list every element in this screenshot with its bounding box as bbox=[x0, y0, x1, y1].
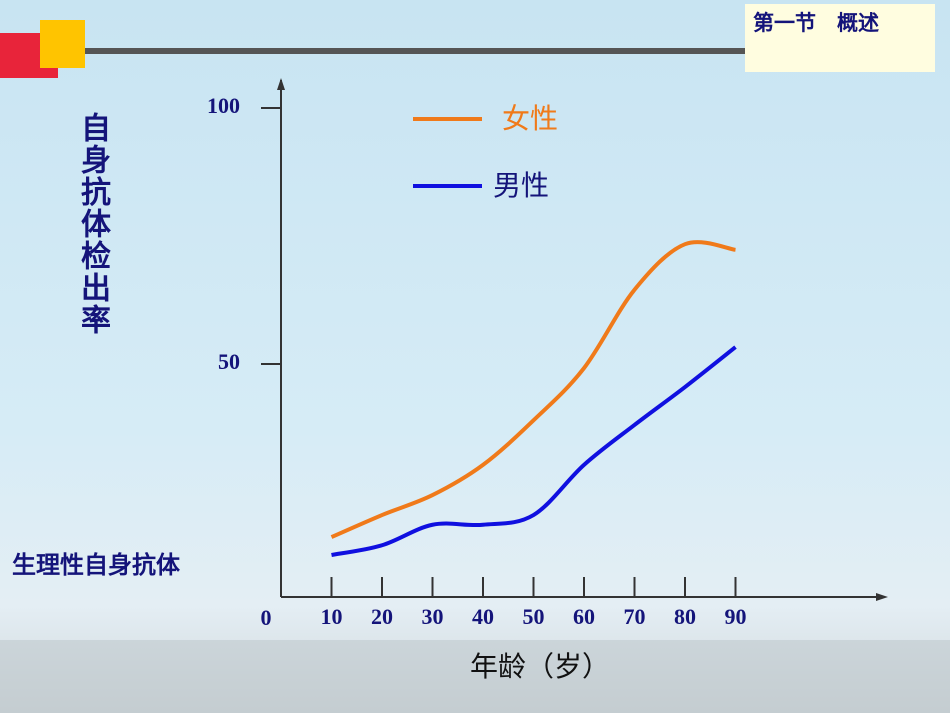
background-photo bbox=[0, 640, 950, 713]
series-line bbox=[330, 240, 736, 539]
y-tick-label: 0 bbox=[261, 605, 272, 630]
y-axis-label: 自身抗体检出率 bbox=[75, 112, 110, 336]
x-arrow bbox=[876, 593, 888, 601]
legend-label: 女性 bbox=[502, 102, 558, 135]
y-tick-label: 50 bbox=[218, 349, 240, 374]
x-tick-label: 90 bbox=[725, 604, 747, 629]
x-tick-label: 30 bbox=[422, 604, 444, 629]
annotation: 生理性自身抗体 bbox=[12, 551, 181, 579]
legend-label: 男性 bbox=[493, 169, 549, 202]
decor-line bbox=[85, 48, 745, 54]
section-header: 第一节 概述 bbox=[745, 4, 935, 72]
decor-yellow bbox=[40, 20, 85, 68]
y-arrow bbox=[277, 78, 285, 90]
x-tick-label: 80 bbox=[674, 604, 696, 629]
y-tick-label: 100 bbox=[207, 93, 240, 118]
x-tick-label: 70 bbox=[624, 604, 646, 629]
series-line bbox=[331, 345, 737, 557]
x-axis-label: 年龄（岁） bbox=[470, 650, 610, 683]
x-tick-label: 50 bbox=[523, 604, 545, 629]
x-tick-label: 40 bbox=[472, 604, 494, 629]
x-tick-label: 20 bbox=[371, 604, 393, 629]
x-tick-label: 60 bbox=[573, 604, 595, 629]
x-tick-label: 10 bbox=[321, 604, 343, 629]
